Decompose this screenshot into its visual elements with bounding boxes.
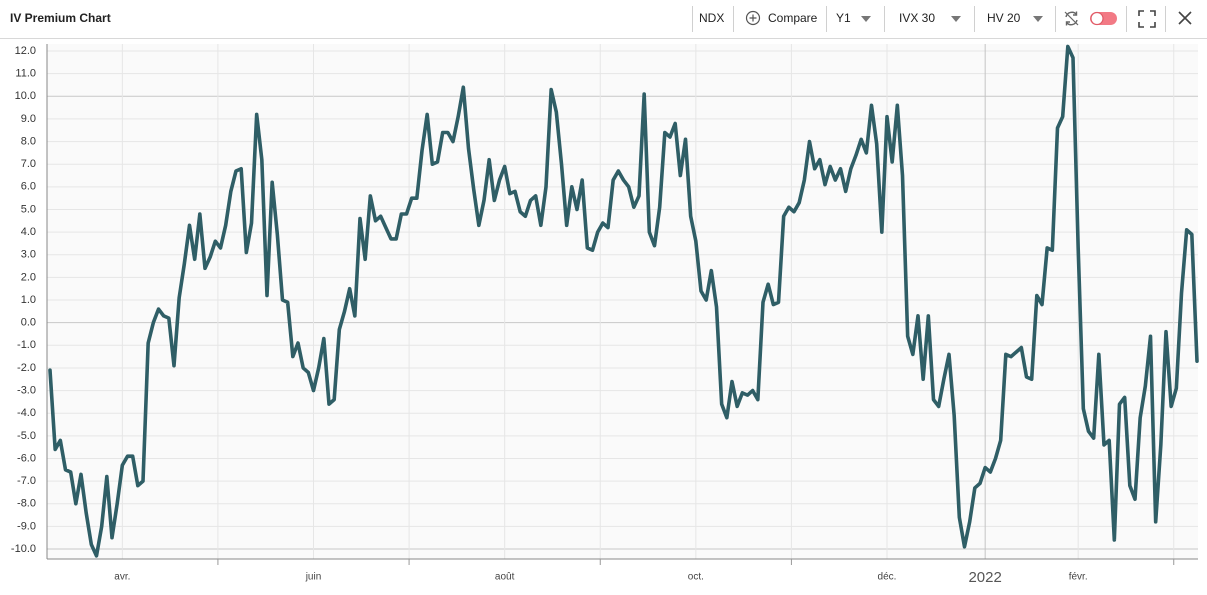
x-tick-label: déc. xyxy=(878,572,897,583)
chart: 12.0 11.0 10.0 9.0 8.0 7.0 6.0 5.0 4.0 3.0 2.0 1.0 0… xyxy=(11,44,1199,586)
hv-select[interactable]: HV 20 xyxy=(987,11,1021,25)
x-tick-label: août xyxy=(495,572,515,583)
y-tick-label: 12.0 xyxy=(15,45,36,57)
y-tick-label: 7.0 xyxy=(21,158,36,170)
dropdown-caret[interactable] xyxy=(1032,15,1044,23)
y-tick-label: -4.0 xyxy=(17,407,36,419)
y-tick-label: 3.0 xyxy=(21,249,36,261)
y-tick-label: 4.0 xyxy=(21,226,36,238)
x-tick-label: 2022 xyxy=(968,569,1001,586)
y-tick-label: 10.0 xyxy=(15,90,36,102)
grid xyxy=(47,44,1198,559)
y-tick-label: 6.0 xyxy=(21,181,36,193)
y-tick-label: 5.0 xyxy=(21,203,36,215)
y-tick-label: 9.0 xyxy=(21,113,36,125)
marks xyxy=(48,44,1199,558)
separator xyxy=(826,6,827,32)
fullscreen-icon[interactable] xyxy=(1138,10,1156,28)
y-tick-label: -5.0 xyxy=(17,430,36,442)
y-tick-label: -2.0 xyxy=(17,362,36,374)
x-tick-label: févr. xyxy=(1069,572,1088,583)
chart-title: IV Premium Chart xyxy=(10,11,111,25)
separator xyxy=(1126,6,1127,32)
separator xyxy=(1165,6,1166,32)
y-tick-label: -1.0 xyxy=(17,339,36,351)
symbol-button[interactable]: NDX xyxy=(699,11,725,25)
y-tick-label: 0.0 xyxy=(21,317,36,329)
y-tick-label: 1.0 xyxy=(21,294,36,306)
separator xyxy=(884,6,885,32)
x-tick-label: juin xyxy=(305,572,322,583)
y-tick-label: -7.0 xyxy=(17,475,36,487)
y-tick-label: 8.0 xyxy=(21,135,36,147)
close-icon[interactable] xyxy=(1177,10,1193,26)
x-tick-label: avr. xyxy=(114,572,130,583)
separator xyxy=(733,6,734,32)
iv-select[interactable]: IVX 30 xyxy=(899,11,936,25)
dropdown-caret[interactable] xyxy=(860,15,872,23)
sync-icon[interactable] xyxy=(1063,10,1080,27)
dropdown-caret[interactable] xyxy=(950,15,962,23)
plot-background xyxy=(47,44,1198,559)
data-line xyxy=(48,44,1199,558)
separator xyxy=(692,6,693,32)
toggle-switch[interactable] xyxy=(1089,10,1118,27)
toolbar: IV Premium Chart NDX Compare Y1 IVX 30 H… xyxy=(0,0,1207,39)
x-tick-label: oct. xyxy=(688,572,704,583)
compare-button[interactable]: Compare xyxy=(768,11,818,25)
y-tick-label: -6.0 xyxy=(17,452,36,464)
separator xyxy=(974,6,975,32)
y-tick-label: -8.0 xyxy=(17,498,36,510)
separator xyxy=(1055,6,1056,32)
y-tick-label: -10.0 xyxy=(11,543,36,555)
y-tick-label: 11.0 xyxy=(15,68,36,80)
y-tick-label: -9.0 xyxy=(17,520,36,532)
y-tick-label: 2.0 xyxy=(21,271,36,283)
period-select[interactable]: Y1 xyxy=(836,11,851,25)
compare-icon[interactable] xyxy=(745,10,761,26)
y-tick-label: -3.0 xyxy=(17,384,36,396)
